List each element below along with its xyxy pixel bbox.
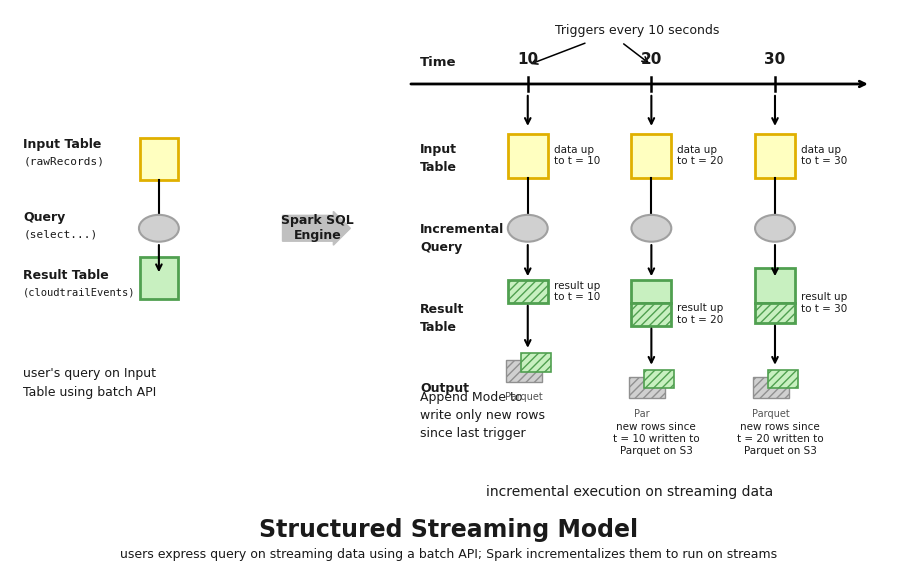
Text: Incremental
Query: Incremental Query	[420, 223, 505, 254]
Bar	[631, 134, 672, 178]
Bar	[755, 268, 795, 303]
Text: Append Mode to
write only new rows
since last trigger: Append Mode to write only new rows since…	[420, 391, 545, 440]
Text: new rows since
t = 20 written to
Parquet on S3: new rows since t = 20 written to Parquet…	[736, 423, 823, 456]
Text: Parquet: Parquet	[753, 409, 790, 419]
Bar	[631, 280, 672, 303]
Ellipse shape	[631, 215, 672, 242]
Bar	[140, 138, 178, 179]
Text: Triggers every 10 seconds: Triggers every 10 seconds	[555, 24, 719, 37]
Bar	[507, 134, 548, 178]
Bar	[631, 303, 672, 326]
Bar	[755, 134, 795, 178]
Bar	[140, 257, 178, 299]
Ellipse shape	[139, 215, 179, 242]
Text: Structured Streaming Model: Structured Streaming Model	[260, 518, 638, 542]
Bar	[507, 280, 548, 303]
Text: (rawRecords): (rawRecords)	[23, 156, 104, 167]
Text: Input Table: Input Table	[23, 138, 101, 151]
Text: Result
Table: Result Table	[420, 303, 464, 335]
Text: 10: 10	[517, 52, 538, 67]
Text: (cloudtrailEvents): (cloudtrailEvents)	[23, 288, 136, 298]
Text: Time: Time	[420, 56, 456, 69]
Text: data up
to t = 10: data up to t = 10	[554, 145, 600, 166]
Ellipse shape	[507, 215, 548, 242]
Text: 20: 20	[640, 52, 662, 67]
Text: result up
to t = 20: result up to t = 20	[677, 303, 724, 325]
Text: result up
to t = 10: result up to t = 10	[554, 281, 600, 302]
FancyArrow shape	[283, 211, 350, 245]
Bar	[629, 376, 665, 399]
Bar	[753, 376, 789, 399]
Bar	[645, 369, 674, 388]
Text: incremental execution on streaming data: incremental execution on streaming data	[486, 485, 773, 499]
Bar	[755, 303, 795, 323]
Text: result up
to t = 30: result up to t = 30	[801, 292, 847, 313]
Text: new rows since
t = 10 written to
Parquet on S3: new rows since t = 10 written to Parquet…	[613, 423, 700, 456]
Text: user's query on Input
Table using batch API: user's query on Input Table using batch …	[23, 367, 156, 399]
Ellipse shape	[755, 215, 795, 242]
Text: Par: Par	[634, 409, 649, 419]
Text: Input
Table: Input Table	[420, 143, 457, 174]
Text: Parquet: Parquet	[505, 392, 542, 403]
Bar	[768, 369, 798, 388]
Bar	[521, 353, 550, 372]
Bar	[506, 360, 541, 381]
Text: users express query on streaming data using a batch API; Spark incrementalizes t: users express query on streaming data us…	[120, 548, 778, 561]
Text: Spark SQL
Engine: Spark SQL Engine	[281, 214, 354, 242]
Text: 30: 30	[764, 52, 786, 67]
Text: Output: Output	[420, 382, 469, 395]
Text: Result Table: Result Table	[23, 268, 109, 282]
Text: (select...): (select...)	[23, 229, 98, 239]
Text: data up
to t = 30: data up to t = 30	[801, 145, 847, 166]
Text: Query: Query	[23, 211, 66, 224]
Text: data up
to t = 20: data up to t = 20	[677, 145, 724, 166]
